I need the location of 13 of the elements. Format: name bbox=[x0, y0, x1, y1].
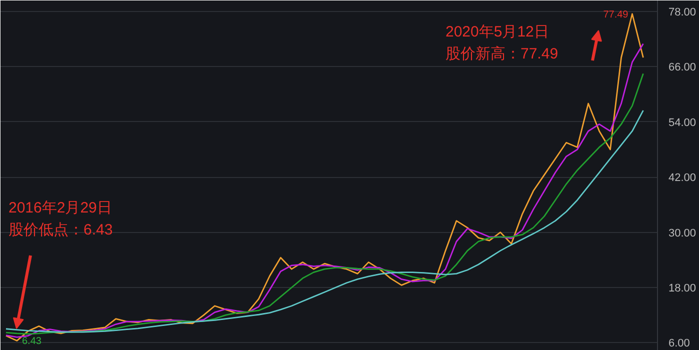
annotation: 77.49 bbox=[603, 9, 629, 20]
annotation: 2020年5月12日 bbox=[446, 24, 549, 40]
y-tick-label: 66.00 bbox=[668, 62, 696, 74]
y-tick-label: 42.00 bbox=[668, 172, 696, 184]
annotation: 股价新高：77.49 bbox=[446, 46, 558, 62]
y-tick-label: 18.00 bbox=[668, 282, 696, 294]
annotation: 6.43 bbox=[22, 336, 42, 348]
y-tick-label: 30.00 bbox=[668, 227, 696, 240]
annotation: 2016年2月29日 bbox=[8, 200, 112, 216]
y-tick-label: 6.00 bbox=[668, 338, 690, 350]
annotation: 股价低点：6.43 bbox=[8, 222, 113, 238]
y-tick-label: 78.00 bbox=[668, 6, 696, 19]
y-tick-label: 54.00 bbox=[668, 116, 696, 129]
